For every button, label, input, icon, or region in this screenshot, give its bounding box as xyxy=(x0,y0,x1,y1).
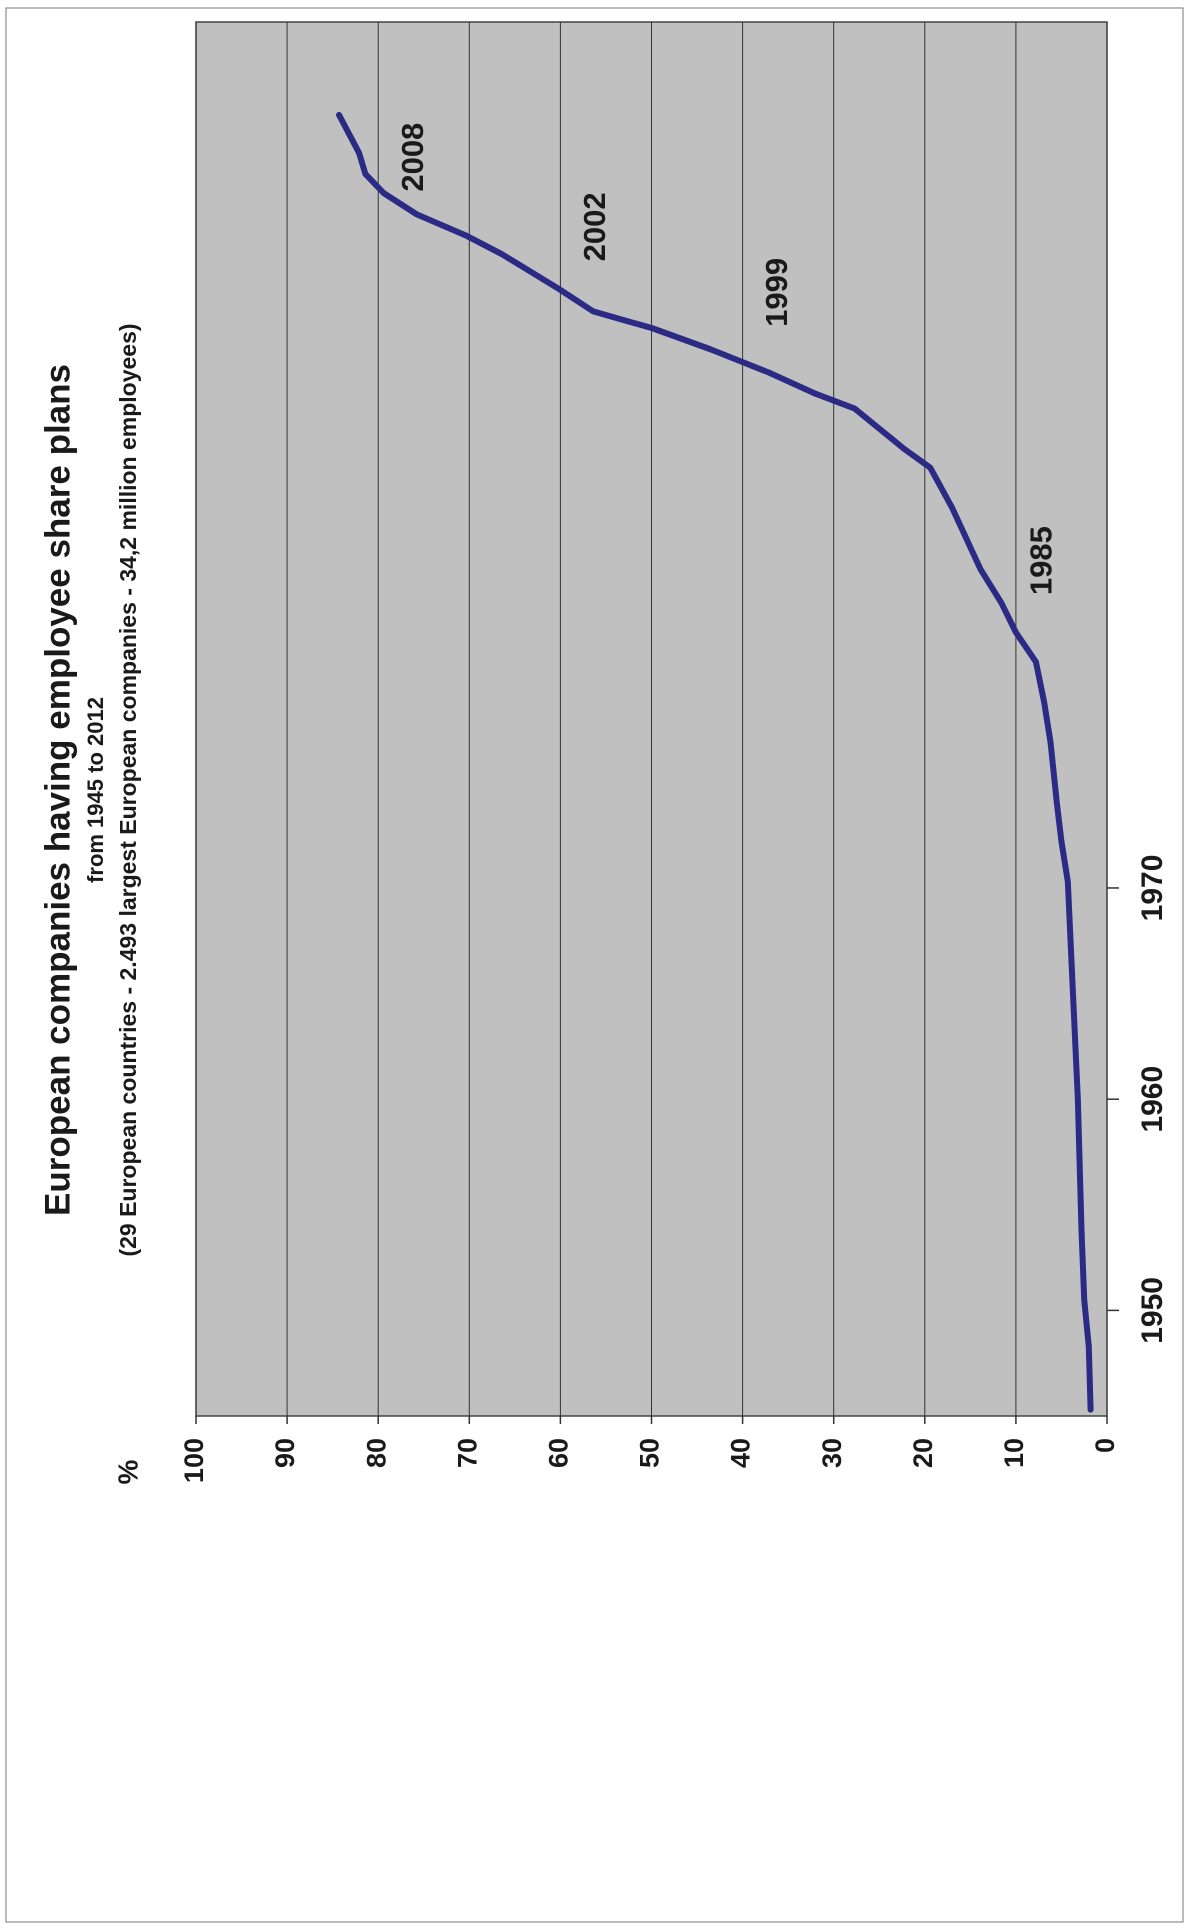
y-tick-label: 50 xyxy=(635,1438,665,1468)
annotation: 2002 xyxy=(577,192,612,261)
y-tick-label: 0 xyxy=(1090,1438,1120,1453)
chart-subtitle: from 1945 to 2012 xyxy=(83,697,108,883)
y-tick-label: 90 xyxy=(270,1438,300,1468)
y-tick-label: 10 xyxy=(999,1438,1029,1468)
annotation: 2008 xyxy=(395,123,430,192)
annotation: 1999 xyxy=(759,258,794,327)
data-line xyxy=(336,111,1094,1413)
chart-subtitle: (29 European countries - 2.493 largest E… xyxy=(115,323,141,1256)
x-tick-label: 1950 xyxy=(1136,1277,1169,1344)
chart-title: European companies having employee share… xyxy=(38,364,77,1216)
x-tick-label: 1970 xyxy=(1136,855,1169,922)
y-tick-label: 80 xyxy=(361,1438,391,1468)
annotation: 1985 xyxy=(1023,526,1058,595)
y-tick-label: 70 xyxy=(452,1438,482,1468)
y-tick-label: 20 xyxy=(908,1438,938,1468)
y-tick-label: 60 xyxy=(544,1438,574,1468)
y-tick-label: 100 xyxy=(179,1438,209,1483)
x-tick-label: 1960 xyxy=(1136,1066,1169,1133)
y-tick-label: 30 xyxy=(817,1438,847,1468)
y-axis-label: % xyxy=(112,1459,143,1484)
y-tick-label: 40 xyxy=(726,1438,756,1468)
frame xyxy=(5,7,1184,1923)
